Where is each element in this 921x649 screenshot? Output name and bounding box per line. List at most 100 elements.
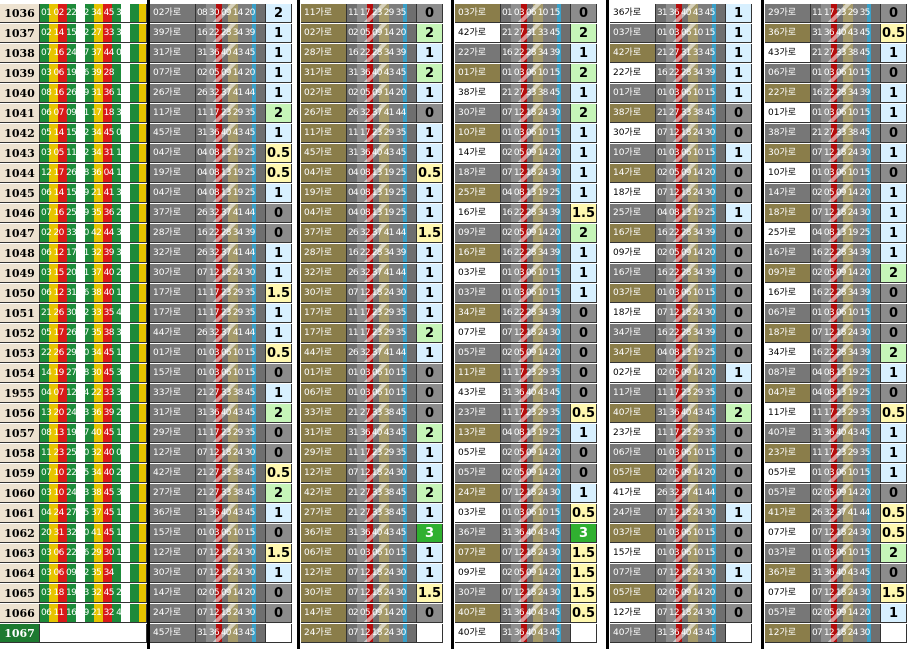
round-number: 1047 <box>0 224 40 243</box>
row-numbers: 21 27 33 38 45 <box>656 104 726 123</box>
row-numbers: 11 17 23 29 35 <box>811 444 881 463</box>
row-numbers: 07 12 18 24 30 <box>347 564 417 583</box>
match-value: 3 <box>417 524 443 543</box>
row-label: 23가로 <box>610 424 656 443</box>
round-number: 1065 <box>0 584 40 603</box>
match-value: 1 <box>417 344 443 363</box>
row-numbers: 07 12 18 24 30 <box>811 204 881 223</box>
row-label: 12가로 <box>150 444 196 463</box>
winning-numbers: 03 06 09 22 35 34 <box>40 564 147 583</box>
row-label: 11가로 <box>150 104 196 123</box>
row-label: 11가로 <box>301 124 347 143</box>
row-label: 33가로 <box>150 384 196 403</box>
round-number: 1049 <box>0 264 40 283</box>
match-value: 0 <box>726 424 752 443</box>
match-value: 2 <box>266 484 292 503</box>
row-numbers: 07 12 18 24 30 <box>656 304 726 323</box>
round-number: 1064 <box>0 564 40 583</box>
column-separator <box>451 0 454 649</box>
row-label: 27가로 <box>150 484 196 503</box>
round-number: 1041 <box>0 104 40 123</box>
match-value: 1.5 <box>881 584 907 603</box>
row-numbers: 11 17 23 29 35 <box>811 404 881 423</box>
match-value: 0 <box>571 4 597 23</box>
match-value: 1 <box>881 464 907 483</box>
round-number: 1054 <box>0 364 40 383</box>
row-numbers: 02 05 09 14 20 <box>811 604 881 623</box>
row-label: 31가로 <box>301 64 347 83</box>
row-label: 14가로 <box>301 604 347 623</box>
match-value: 0 <box>726 124 752 143</box>
table-row: 1052 05 17 26 27 35 38 31 44가로 26 32 37 41 … <box>0 324 921 343</box>
row-label: 04가로 <box>150 144 196 163</box>
round-number: 1037 <box>0 24 40 43</box>
winning-numbers: 05 17 26 27 35 38 31 <box>40 324 147 343</box>
row-numbers: 01 03 06 10 15 <box>501 264 571 283</box>
row-label: 02가로 <box>301 24 347 43</box>
row-label: 17가로 <box>301 324 347 343</box>
row-numbers: 07 12 18 24 30 <box>656 564 726 583</box>
match-value: 0.5 <box>571 504 597 523</box>
match-value: 0 <box>571 464 597 483</box>
row-label: 45가로 <box>150 124 196 143</box>
row-label: 03가로 <box>455 4 501 23</box>
match-value <box>571 624 597 643</box>
row-numbers: 26 32 37 41 44 <box>196 324 266 343</box>
match-value: 0 <box>881 484 907 503</box>
row-label: 40가로 <box>455 624 501 643</box>
row-label: 31가로 <box>301 424 347 443</box>
row-label: 02가로 <box>301 84 347 103</box>
row-label: 34가로 <box>610 344 656 363</box>
round-number: 1059 <box>0 464 40 483</box>
table-row: 1048 06 12 17 21 32 39 30 32가로 26 32 37 41 … <box>0 244 921 263</box>
row-numbers: 11 17 23 29 35 <box>501 364 571 383</box>
match-value: 2 <box>266 404 292 423</box>
row-numbers: 21 27 33 38 45 <box>347 404 417 423</box>
row-label: 16가로 <box>765 244 811 263</box>
match-value: 0.5 <box>881 24 907 43</box>
match-value: 1 <box>266 384 292 403</box>
row-numbers: 31 36 40 43 45 <box>501 624 571 643</box>
match-value: 0 <box>726 604 752 623</box>
row-numbers: 11 17 23 29 35 <box>811 4 881 23</box>
match-value: 2 <box>881 544 907 563</box>
row-label: 07가로 <box>765 524 811 543</box>
row-label: 11가로 <box>455 364 501 383</box>
row-numbers: 11 17 23 29 35 <box>656 424 726 443</box>
row-numbers: 31 36 40 43 45 <box>501 524 571 543</box>
row-numbers: 16 22 28 34 39 <box>811 84 881 103</box>
row-label: 06가로 <box>610 444 656 463</box>
table-row: 1062 20 31 32 40 41 45 12 15가로 01 03 06 10 … <box>0 524 921 543</box>
table-row: 1955 04 07 12 14 22 33 31 33가로 21 27 33 38 … <box>0 384 921 403</box>
row-numbers: 01 03 06 10 15 <box>501 504 571 523</box>
row-label: 02가로 <box>610 364 656 383</box>
row-label: 18가로 <box>610 304 656 323</box>
match-value: 1.5 <box>417 584 443 603</box>
match-value: 1.5 <box>571 584 597 603</box>
row-label: 42가로 <box>301 484 347 503</box>
row-numbers: 07 12 18 24 30 <box>811 324 881 343</box>
row-label: 04가로 <box>301 164 347 183</box>
row-label: 04가로 <box>765 384 811 403</box>
row-label: 41가로 <box>765 504 811 523</box>
match-value: 0 <box>266 424 292 443</box>
row-label: 05가로 <box>455 344 501 363</box>
row-label: 14가로 <box>150 584 196 603</box>
row-label: 01가로 <box>765 104 811 123</box>
row-numbers: 02 05 09 14 20 <box>656 584 726 603</box>
row-numbers: 11 17 23 29 35 <box>196 424 266 443</box>
row-label: 09가로 <box>765 264 811 283</box>
match-value: 0 <box>881 4 907 23</box>
winning-numbers: 06 12 31 36 38 40 17 <box>40 284 147 303</box>
match-value: 0 <box>417 4 443 23</box>
round-number: 1061 <box>0 504 40 523</box>
winning-numbers: 07 16 24 27 37 44 02 <box>40 44 147 63</box>
round-number: 1057 <box>0 424 40 443</box>
winning-numbers: 21 26 30 32 33 35 44 <box>40 304 147 323</box>
match-value: 1 <box>726 364 752 383</box>
match-value: 0 <box>266 224 292 243</box>
match-value: 1 <box>571 84 597 103</box>
row-numbers: 16 22 28 34 39 <box>656 224 726 243</box>
row-label: 07가로 <box>765 584 811 603</box>
winning-numbers: 03 06 19 36 39 28 <box>40 64 147 83</box>
